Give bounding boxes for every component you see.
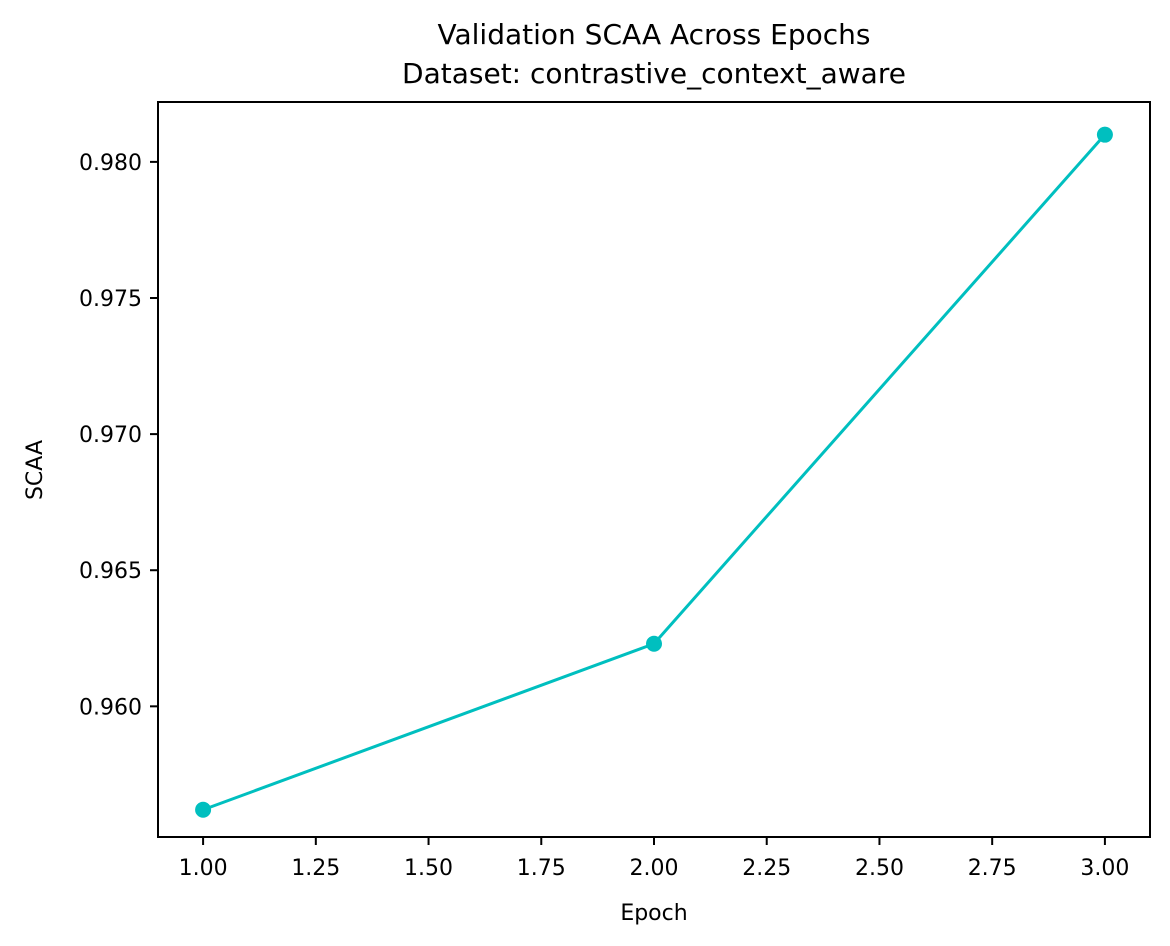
series-line	[201, 133, 1107, 812]
x-axis: 1.00 1.25 1.50 1.75 2.00 2.25 2.50 2.75 3.00	[179, 837, 1129, 881]
x-tick-label: 2.00	[630, 856, 679, 881]
x-tick-label: 3.00	[1080, 856, 1129, 881]
chart-subtitle: Dataset: contrastive_context_aware	[402, 57, 906, 90]
x-axis-title: Epoch	[620, 901, 687, 926]
y-tick-label: 0.975	[79, 287, 142, 312]
x-tick-label: 1.25	[291, 856, 340, 881]
chart-title: Validation SCAA Across Epochs	[438, 18, 871, 51]
x-tick-label: 1.75	[517, 856, 566, 881]
data-point-marker	[195, 801, 212, 818]
y-axis: 0.960 0.965 0.970 0.975 0.980	[79, 151, 158, 720]
y-tick-label: 0.960	[79, 695, 142, 720]
series-layer	[195, 126, 1113, 818]
data-point-marker	[646, 635, 662, 652]
y-tick-label: 0.980	[79, 151, 142, 176]
y-tick-label: 0.965	[79, 559, 142, 584]
x-tick-label: 2.25	[742, 856, 791, 881]
y-axis-title: SCAA	[23, 440, 48, 500]
x-tick-label: 2.75	[968, 856, 1017, 881]
x-tick-label: 1.00	[179, 856, 228, 881]
plot-area-frame	[157, 101, 1151, 838]
x-tick-label: 2.50	[855, 856, 904, 881]
y-tick-label: 0.970	[79, 423, 142, 448]
data-point-marker	[1096, 126, 1113, 143]
x-tick-label: 1.50	[404, 856, 453, 881]
